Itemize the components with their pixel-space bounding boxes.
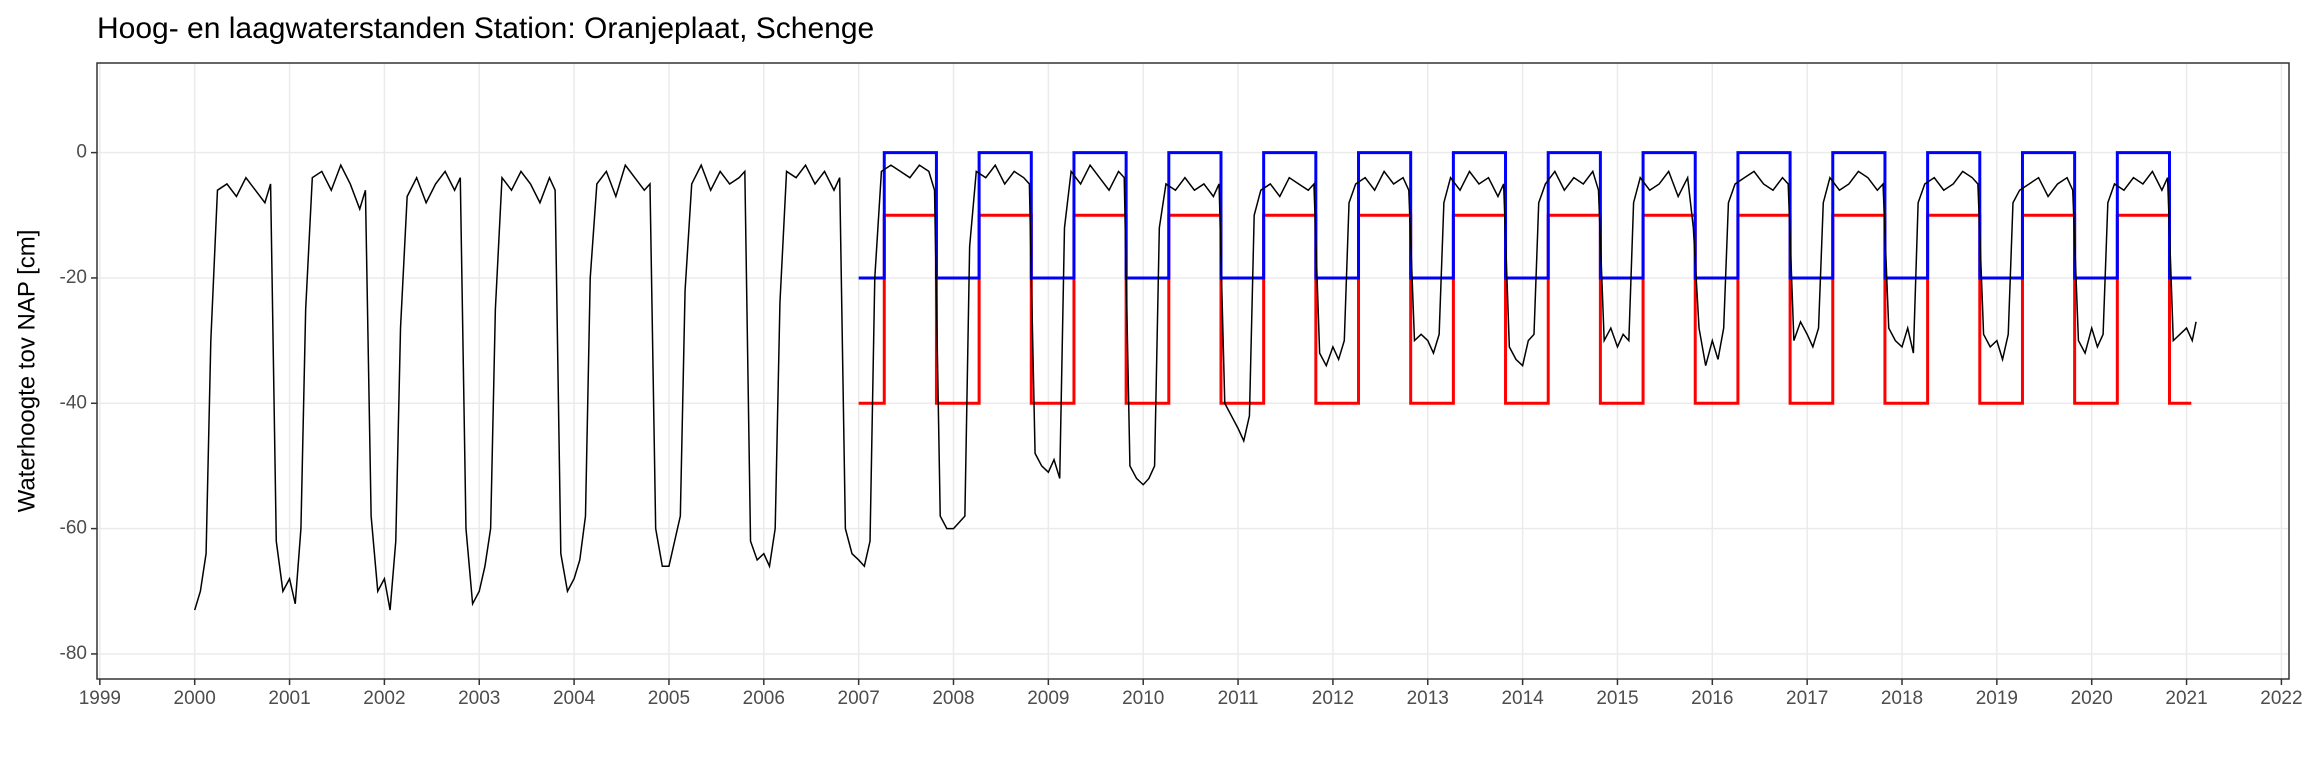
- x-tick-label: 2010: [1122, 688, 1164, 709]
- x-tick-label: 2009: [1027, 688, 1069, 709]
- x-tick-label: 2016: [1691, 688, 1733, 709]
- data-line: [193, 163, 2197, 611]
- x-tick-label: 2008: [932, 688, 974, 709]
- x-tick-label: 2003: [458, 688, 500, 709]
- y-tick-label: -60: [60, 518, 87, 539]
- y-tick-label: -40: [60, 392, 87, 413]
- x-tick-label: 2001: [268, 688, 310, 709]
- x-tick-label: 2000: [174, 688, 216, 709]
- y-tick-label: -20: [60, 267, 87, 288]
- x-tick-label: 2022: [2260, 688, 2302, 709]
- x-tick-label: 1999: [79, 688, 121, 709]
- x-tick-label: 2012: [1312, 688, 1354, 709]
- x-tick-label: 2020: [2071, 688, 2113, 709]
- panel-border: [96, 62, 2290, 680]
- x-tick-label: 2004: [553, 688, 596, 709]
- y-axis-label: Waterhoogte tov NAP [cm]: [13, 230, 40, 513]
- x-tick-label: 2005: [648, 688, 690, 709]
- y-tick-label: 0: [76, 142, 87, 163]
- x-tick-label: 2014: [1501, 688, 1544, 709]
- x-tick-label: 2011: [1218, 688, 1259, 709]
- x-tick-label: 2021: [2165, 688, 2207, 709]
- x-tick-label: 2002: [363, 688, 405, 709]
- x-tick-label: 2017: [1786, 688, 1828, 709]
- x-tick-label: 2013: [1407, 688, 1449, 709]
- x-tick-label: 2018: [1881, 688, 1923, 709]
- x-tick-label: 2019: [1976, 688, 2018, 709]
- y-tick-label: -80: [60, 643, 87, 664]
- chart-title: Hoog- en laagwaterstanden Station: Oranj…: [97, 12, 874, 45]
- data-line: [858, 213, 2192, 405]
- x-tick-label: 2006: [743, 688, 785, 709]
- x-tick-label: 2015: [1596, 688, 1638, 709]
- x-tick-label: 2007: [838, 688, 880, 709]
